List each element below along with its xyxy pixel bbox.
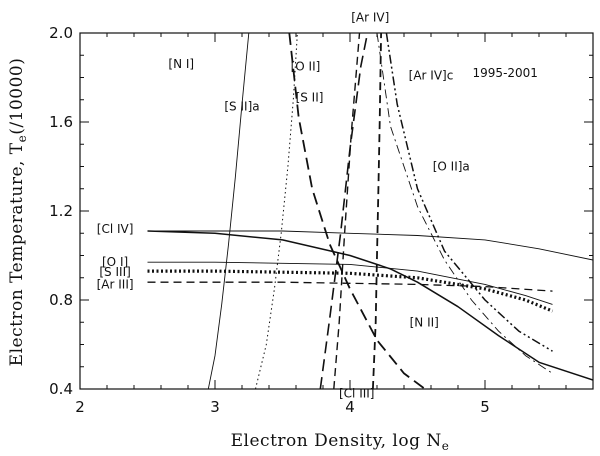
plot-frame — [79, 32, 594, 390]
x-axis-label-subscript: e — [442, 439, 450, 453]
tick-layer — [79, 32, 593, 390]
x-tick-label: 2 — [75, 398, 85, 416]
y-tick-label: 0.8 — [49, 291, 73, 309]
curve-annotation: [N II] — [410, 315, 439, 329]
curve-annotation: [Ar III] — [97, 277, 134, 291]
x-tick-label: 3 — [210, 398, 220, 416]
y-tick-label: 0.4 — [49, 380, 73, 398]
curve-annotation: 1995-2001 — [473, 66, 538, 80]
series-line-2 — [288, 33, 427, 389]
curve-annotation: [Cl IV] — [97, 222, 134, 236]
x-tick-label: 5 — [480, 398, 490, 416]
curve-annotation: [S II] — [296, 91, 324, 105]
curve-annotation: [S III] — [99, 265, 130, 279]
series-line-5 — [319, 33, 369, 389]
series-line-10 — [147, 261, 553, 305]
series-line-3 — [333, 33, 361, 389]
series-line-12 — [147, 281, 553, 292]
y-tick-label: 2.0 — [49, 24, 73, 42]
annotation-layer: 1995-2001 [N I] [S II]a [O II] [S II] [Ar IV]… — [97, 10, 538, 400]
tick-label-layer: 2 3 4 5 0.4 0.8 1.2 1.6 2.0 — [49, 24, 490, 416]
y-axis-label-text: Electron Temperature, T — [7, 142, 27, 366]
series-line-1 — [255, 33, 298, 389]
x-axis-label-text: Electron Density, log N — [231, 431, 442, 451]
curve-annotation: [N I] — [168, 57, 194, 71]
curve-annotation: [Ar IV] — [351, 10, 389, 24]
curve-annotation: [S II]a — [224, 99, 259, 113]
series-line-0 — [207, 33, 250, 389]
x-axis-label: Electron Density, log Ne — [231, 431, 450, 453]
y-axis-label-suffix: (/10000) — [7, 58, 27, 135]
series-line-7 — [376, 33, 553, 374]
curve-annotation: [O II]a — [433, 160, 470, 174]
curve-annotation: [Ar IV]c — [409, 68, 454, 82]
series-line-4 — [372, 33, 382, 389]
series-line-6 — [385, 33, 553, 352]
curve-annotation: [O II] — [291, 59, 321, 73]
y-axis-label-subscript: e — [15, 135, 29, 143]
y-axis-label: Electron Temperature, Te(/10000) — [7, 58, 29, 367]
series-line-11 — [147, 269, 554, 313]
series-line-8 — [147, 230, 593, 261]
x-tick-label: 4 — [345, 398, 355, 416]
curve-annotation: [Cl III] — [339, 386, 375, 400]
y-tick-label: 1.6 — [49, 113, 73, 131]
curve-layer — [147, 33, 593, 389]
y-tick-label: 1.2 — [49, 202, 73, 220]
curve-annotation: [O I] — [102, 255, 128, 269]
